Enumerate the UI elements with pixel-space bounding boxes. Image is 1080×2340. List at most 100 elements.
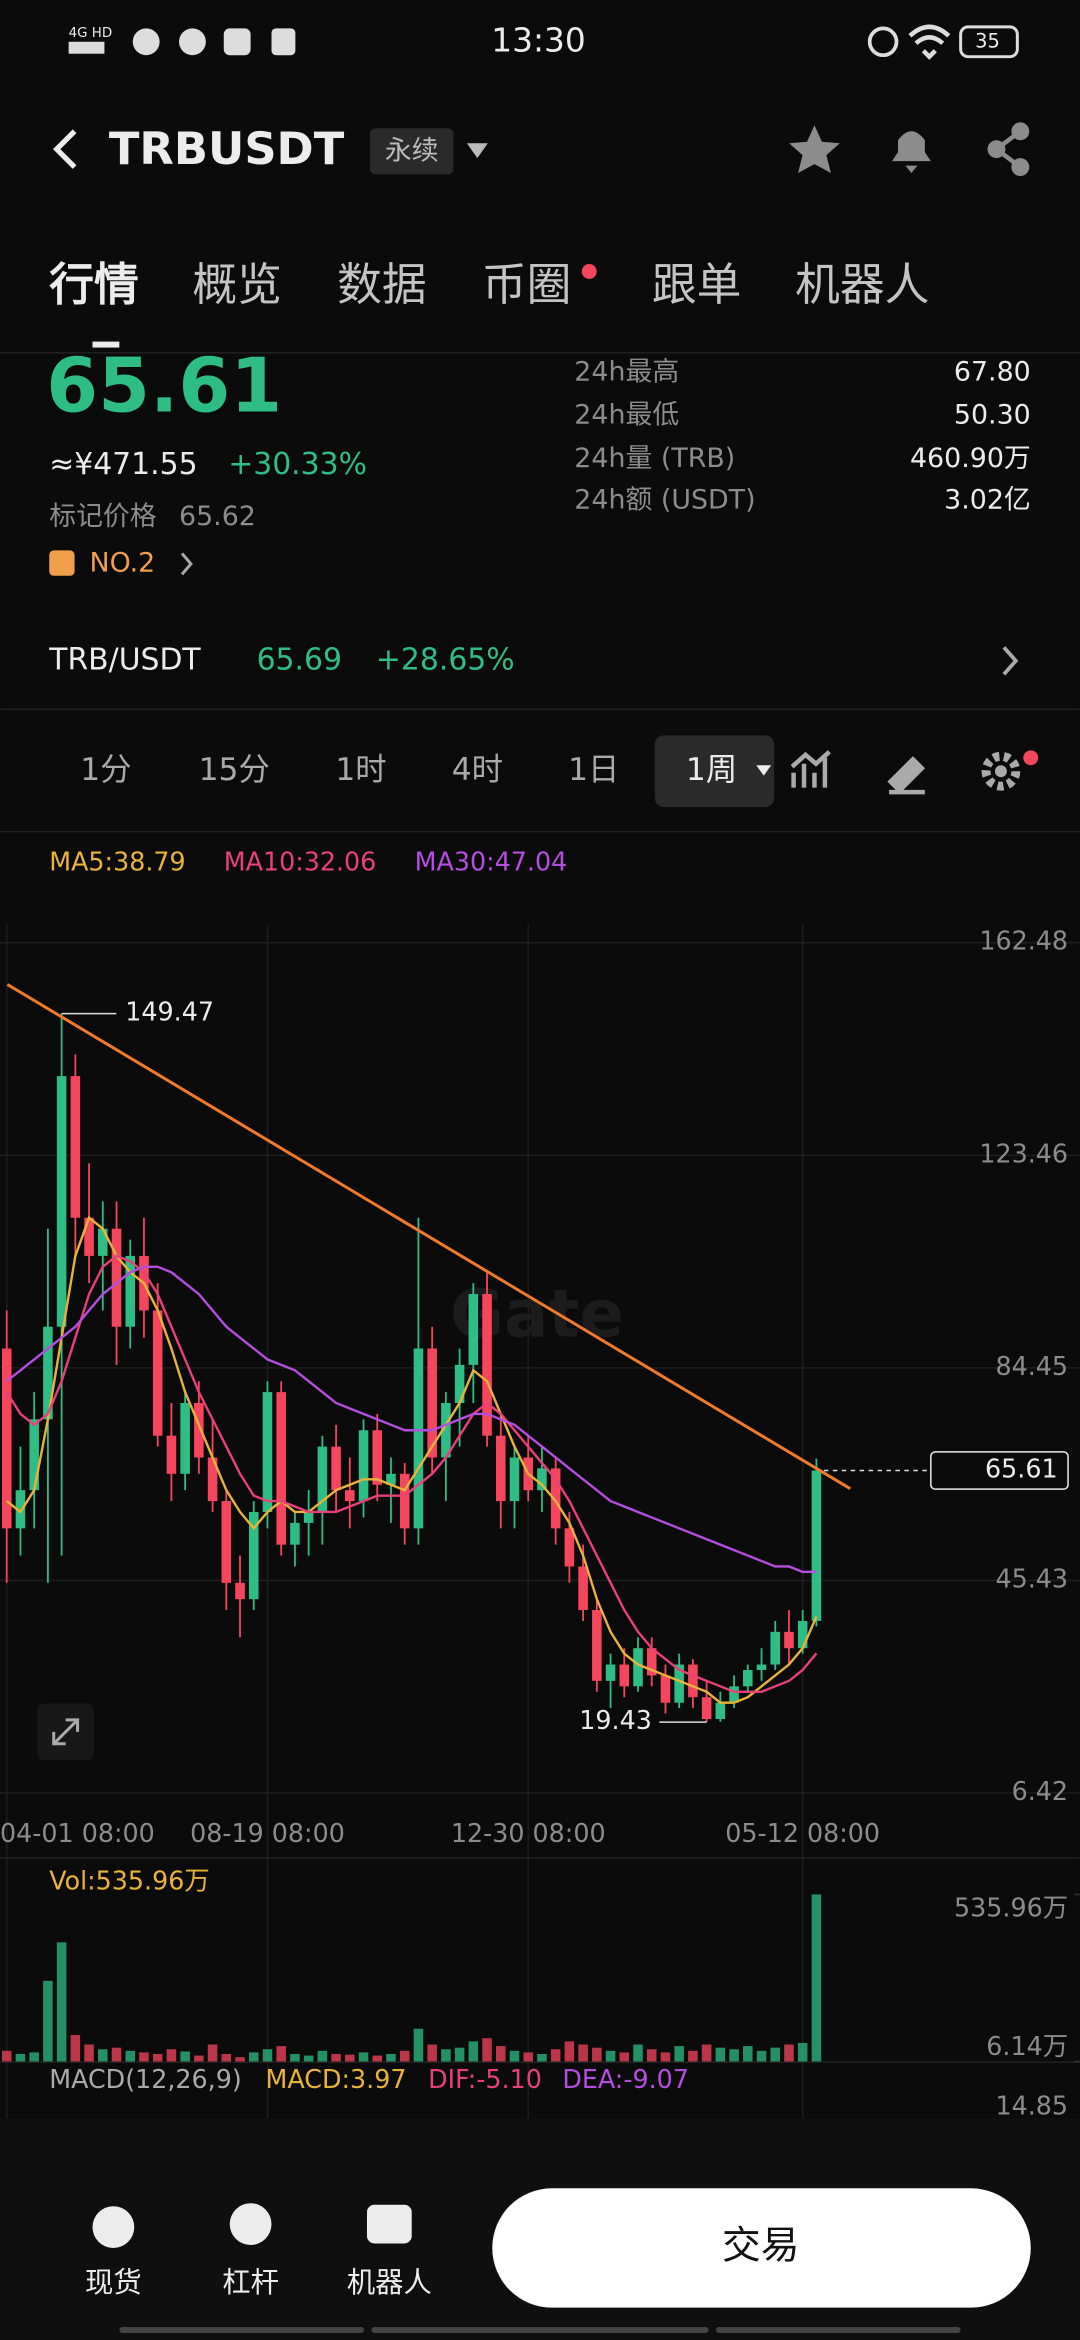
dropdown[interactable] [756, 765, 772, 776]
macd-title: MACD(12,26,9) [49, 2064, 241, 2094]
volume-bar [592, 2047, 602, 2062]
price-block: 65.61 ≈¥471.55 +30.33% 标记价格 65.62 NO.2 2… [46, 342, 1031, 578]
volume-bar [29, 2052, 39, 2062]
x-tick-label: 05-12 08:00 [725, 1818, 880, 1848]
app-icon [271, 28, 296, 56]
interval[interactable]: 4时 [452, 752, 503, 788]
tab[interactable]: 机器人 [795, 258, 929, 311]
interval[interactable]: 1时 [335, 752, 386, 788]
spot-row[interactable]: TRB/USDT 65.69 +28.65% [0, 642, 1080, 711]
candle-body [207, 1457, 218, 1502]
nav-item[interactable]: 现货 [85, 2266, 142, 2299]
tab[interactable]: 概览 [192, 258, 282, 311]
ma-line [5, 1265, 817, 1574]
spot-pair: TRB/USDT [48, 642, 201, 677]
battery-icon [959, 25, 1019, 59]
nav-item[interactable]: 杠杆 [222, 2266, 279, 2299]
nav-icon [92, 2206, 135, 2248]
volume-bar [413, 2028, 424, 2062]
candle-body [56, 1076, 67, 1327]
spot-price: 65.69 [257, 642, 342, 677]
trade-label: 交易 [722, 2223, 800, 2268]
y-tick-label: 6.42 [1012, 1776, 1068, 1806]
volume-bar [262, 2049, 273, 2062]
macd-dea: DEA:-9.07 [562, 2064, 689, 2094]
change: +30.33% [228, 447, 367, 482]
candle-body [29, 1419, 39, 1491]
stat-value: 50.30 [954, 400, 1031, 431]
tab[interactable]: 币圈 [482, 258, 572, 311]
share-line [992, 129, 1022, 169]
alert[interactable] [892, 131, 931, 174]
interval[interactable]: 1周 [686, 752, 737, 788]
volume-bar [715, 2047, 726, 2062]
gesture-bar [716, 2327, 961, 2333]
kline-chart: Gate 6.42 45.43 84.45 123.46 162.48 04-01 08:… [0, 847, 1080, 2121]
candle-body [111, 1228, 122, 1327]
candle-body [399, 1473, 410, 1529]
volume-bar [372, 2055, 383, 2062]
volume-bar [194, 2055, 204, 2062]
volume-bar [674, 2046, 684, 2062]
time: 13:30 [491, 21, 586, 59]
y-tick-label: 45.43 [995, 1563, 1068, 1593]
back-button[interactable] [53, 129, 77, 169]
dropdown[interactable] [466, 143, 488, 159]
share[interactable] [987, 122, 1030, 177]
macd-dif: DIF:-5.10 [428, 2064, 542, 2094]
cny-price: ≈¥471.55 [49, 447, 197, 482]
tab[interactable]: 跟单 [652, 258, 742, 311]
volume-bar [125, 2050, 136, 2062]
candle-body [84, 1217, 94, 1256]
candle-body [248, 1511, 259, 1600]
last-price-label: 65.61 [985, 1454, 1058, 1484]
volume-bar [784, 2044, 794, 2062]
candle-body [454, 1364, 465, 1404]
tab[interactable]: 行情 [49, 258, 139, 311]
favorite[interactable] [789, 125, 840, 174]
candle-body [358, 1430, 369, 1502]
volume-bar [756, 2050, 767, 2062]
candle-body [441, 1403, 451, 1458]
interval[interactable]: 1分 [80, 752, 131, 788]
badge: 永续 [385, 136, 439, 167]
indicator-button[interactable] [790, 750, 831, 788]
candle-body [495, 1435, 506, 1502]
volume-bar [701, 2044, 712, 2062]
interval[interactable]: 1日 [568, 752, 619, 788]
candle-body [194, 1403, 204, 1458]
expand-icon [52, 1718, 80, 1746]
volume-bar [84, 2044, 94, 2062]
candle-body [482, 1294, 492, 1436]
interval[interactable]: 15分 [199, 752, 270, 788]
candle-body [413, 1348, 424, 1529]
rank[interactable]: NO.2 [90, 547, 156, 578]
bottom-nav: 现货 杠杆 机器人 交易 [0, 2118, 1080, 2340]
legend-entry: MA5:38.79 [49, 847, 185, 877]
draw-button[interactable] [887, 756, 926, 795]
candle-body [468, 1294, 479, 1365]
candle-body [331, 1446, 341, 1491]
candle-body [564, 1528, 575, 1567]
volume-bar [180, 2051, 190, 2062]
candle-body [578, 1566, 588, 1611]
nav-item[interactable]: 机器人 [347, 2266, 432, 2299]
candle-body [152, 1310, 163, 1436]
mark-price: 65.62 [179, 501, 256, 532]
tab[interactable]: 数据 [337, 258, 427, 311]
volume-bar [811, 1894, 822, 2062]
rank-icon [49, 550, 75, 576]
settings-button[interactable] [981, 751, 1021, 791]
candle-body [262, 1392, 273, 1512]
notification-dot [581, 264, 597, 279]
y-tick-label: 84.45 [995, 1351, 1068, 1381]
trade-button[interactable] [492, 2188, 1031, 2308]
network: 4G HD [69, 26, 113, 41]
candle-body [592, 1610, 602, 1681]
candle-body [509, 1457, 520, 1502]
volume-bar [303, 2055, 314, 2062]
candle-body [660, 1675, 671, 1703]
candle-body [550, 1468, 561, 1529]
